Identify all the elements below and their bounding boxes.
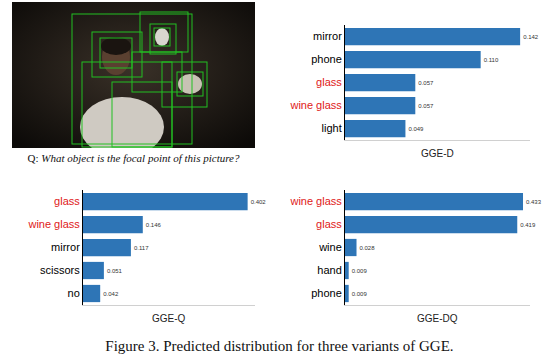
svg-text:0.146: 0.146: [146, 222, 162, 228]
html-text:Q: What object is the focal po: Q: What object is the focal point of thi…: [27, 152, 240, 164]
svg-text:0.049: 0.049: [408, 126, 424, 132]
svg-text:0.028: 0.028: [360, 245, 376, 251]
svg-text:0.142: 0.142: [523, 34, 539, 40]
svg-text:0.009: 0.009: [352, 268, 368, 274]
svg-text:0.433: 0.433: [526, 199, 542, 205]
svg-text:mirror: mirror: [51, 241, 80, 253]
svg-text:GGE-Q: GGE-Q: [152, 313, 186, 324]
svg-text:hand: hand: [317, 264, 341, 276]
html-text:Figure 3. Predicted distributi: Figure 3. Predicted distribution for thr…: [105, 338, 454, 354]
svg-text:0.117: 0.117: [134, 245, 149, 251]
svg-text:glass: glass: [54, 195, 80, 207]
svg-text:phone: phone: [311, 53, 342, 65]
svg-text:0.419: 0.419: [520, 222, 536, 228]
svg-text:wine glass: wine glass: [289, 99, 342, 111]
svg-text:mirror: mirror: [313, 30, 342, 42]
svg-text:0.402: 0.402: [251, 199, 267, 205]
svg-text:glass: glass: [316, 76, 342, 88]
svg-text:0.057: 0.057: [418, 103, 434, 109]
svg-text:0.110: 0.110: [484, 57, 499, 63]
svg-text:0.057: 0.057: [418, 80, 434, 86]
svg-text:no: no: [68, 287, 80, 299]
svg-text:scissors: scissors: [40, 264, 80, 276]
svg-text:glass: glass: [316, 218, 342, 230]
svg-text:wine glass: wine glass: [27, 218, 80, 230]
svg-text:GGE-DQ: GGE-DQ: [417, 313, 458, 324]
svg-text:0.051: 0.051: [107, 268, 123, 274]
svg-text:wine glass: wine glass: [289, 195, 342, 207]
svg-text:GGE-D: GGE-D: [421, 148, 454, 159]
svg-text:0.009: 0.009: [352, 291, 368, 297]
svg-text:light: light: [322, 122, 342, 134]
svg-text:0.042: 0.042: [103, 291, 119, 297]
svg-text:phone: phone: [311, 287, 342, 299]
svg-text:wine: wine: [318, 241, 342, 253]
